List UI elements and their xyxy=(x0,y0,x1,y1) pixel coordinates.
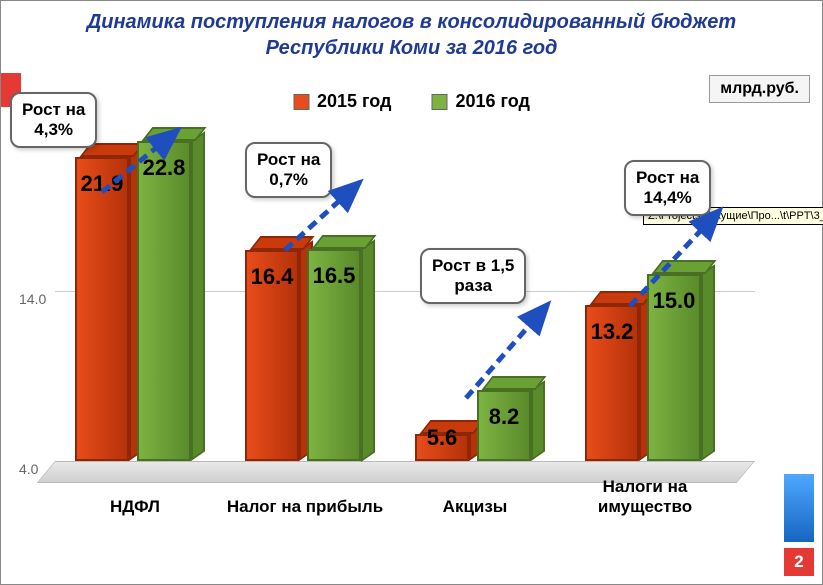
bar-value-label: 22.8 xyxy=(129,155,199,181)
bar-value-label: 15.0 xyxy=(639,288,709,314)
ytick-label: 4.0 xyxy=(19,461,38,477)
growth-callout: Рост на14,4% xyxy=(624,160,711,216)
legend-label-2015: 2015 год xyxy=(317,91,392,112)
growth-callout: Рост на4,3% xyxy=(10,92,97,148)
legend-item-2015: 2015 год xyxy=(293,91,392,112)
bar xyxy=(75,157,129,461)
legend-swatch-2015 xyxy=(293,94,309,110)
page-number: 2 xyxy=(784,548,814,576)
legend-swatch-2016 xyxy=(432,94,448,110)
growth-callout: Рост в 1,5раза xyxy=(420,248,526,304)
bar-value-label: 16.5 xyxy=(299,263,369,289)
legend-item-2016: 2016 год xyxy=(432,91,531,112)
chart-title: Динамика поступления налогов в консолиди… xyxy=(1,1,822,65)
bar-value-label: 16.4 xyxy=(237,264,307,290)
legend: 2015 год 2016 год xyxy=(293,91,530,112)
bar-value-label: 8.2 xyxy=(469,404,539,430)
legend-label-2016: 2016 год xyxy=(456,91,531,112)
decoration-blue-bottom xyxy=(784,474,814,542)
category-label: Налоги на имущество xyxy=(565,477,725,517)
category-label: Налог на прибыль xyxy=(225,497,385,517)
bar xyxy=(137,141,191,461)
growth-callout: Рост на0,7% xyxy=(245,142,332,198)
bar-value-label: 5.6 xyxy=(407,425,477,451)
category-label: Акцизы xyxy=(395,497,555,517)
category-label: НДФЛ xyxy=(55,497,215,517)
ytick-label: 14.0 xyxy=(19,291,46,307)
bar-value-label: 13.2 xyxy=(577,319,647,345)
unit-label: млрд.руб. xyxy=(709,75,810,103)
bar-value-label: 21.9 xyxy=(67,171,137,197)
